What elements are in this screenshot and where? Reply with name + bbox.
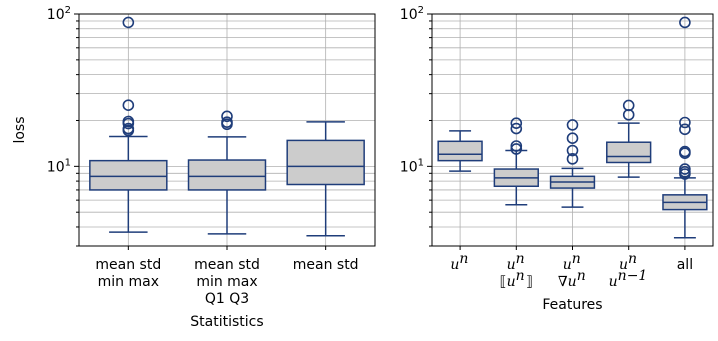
- box-1: [437, 130, 483, 172]
- outlier-point: [221, 116, 233, 128]
- outlier-point: [122, 122, 135, 135]
- y-ticks: [427, 13, 432, 247]
- x-tick-label-math: un: [507, 251, 526, 273]
- x-tick-label-math: ∇un: [558, 268, 587, 290]
- y-tick-label: 101: [400, 157, 424, 175]
- x-tick-label: mean std: [293, 257, 359, 273]
- x-tick-label-math: ⟦un ⟧: [500, 268, 533, 290]
- box-iqr: [437, 140, 483, 162]
- y-tick-label: 102: [400, 5, 424, 23]
- box-iqr: [187, 159, 267, 191]
- x-tick-label: mean std: [95, 257, 161, 273]
- outlier-point: [679, 145, 691, 158]
- outlier-point: [679, 163, 691, 175]
- outlier-point: [566, 153, 579, 165]
- box-3: [286, 121, 365, 237]
- box-4: [606, 99, 652, 178]
- x-tick-label: mean std: [194, 257, 260, 273]
- box-5: [662, 16, 708, 239]
- y-tick-label: 102: [47, 5, 71, 23]
- outlier-point: [566, 132, 579, 145]
- box-iqr: [606, 141, 652, 164]
- x-tick-label: min max: [98, 274, 159, 290]
- outlier-point: [510, 143, 523, 155]
- box-iqr: [89, 159, 168, 191]
- x-tick-label-math: un: [450, 251, 469, 273]
- box-3: [549, 119, 596, 208]
- outlier-point: [679, 16, 691, 29]
- outlier-point: [122, 16, 135, 29]
- x-axis-label: Statitistics: [190, 314, 263, 330]
- outlier-point: [622, 99, 635, 112]
- y-axis-label: loss: [12, 116, 28, 143]
- outlier-point: [679, 123, 691, 136]
- x-axis-label: Features: [542, 297, 602, 313]
- box-2: [187, 110, 267, 235]
- x-tick-label: Q1 Q3: [205, 291, 249, 307]
- outlier-point: [679, 116, 691, 129]
- x-tick-label-math: un−1: [609, 268, 649, 290]
- outlier-point: [122, 115, 135, 128]
- box-2: [493, 117, 539, 206]
- outlier-point: [510, 122, 523, 135]
- outlier-point: [221, 110, 233, 123]
- outlier-point: [566, 119, 579, 131]
- x-tick-label-math: un: [619, 251, 638, 273]
- outlier-point: [510, 140, 523, 152]
- outlier-point: [566, 144, 579, 157]
- y-ticks: [74, 13, 79, 247]
- outlier-point: [122, 99, 135, 111]
- outlier-point: [510, 117, 523, 129]
- x-tick-label: all: [677, 257, 693, 273]
- box-iqr: [286, 139, 365, 186]
- box-1: [89, 16, 168, 233]
- x-tick-label-math: un: [563, 251, 582, 273]
- x-tick-label: min max: [196, 274, 257, 290]
- y-tick-label: 101: [47, 157, 71, 175]
